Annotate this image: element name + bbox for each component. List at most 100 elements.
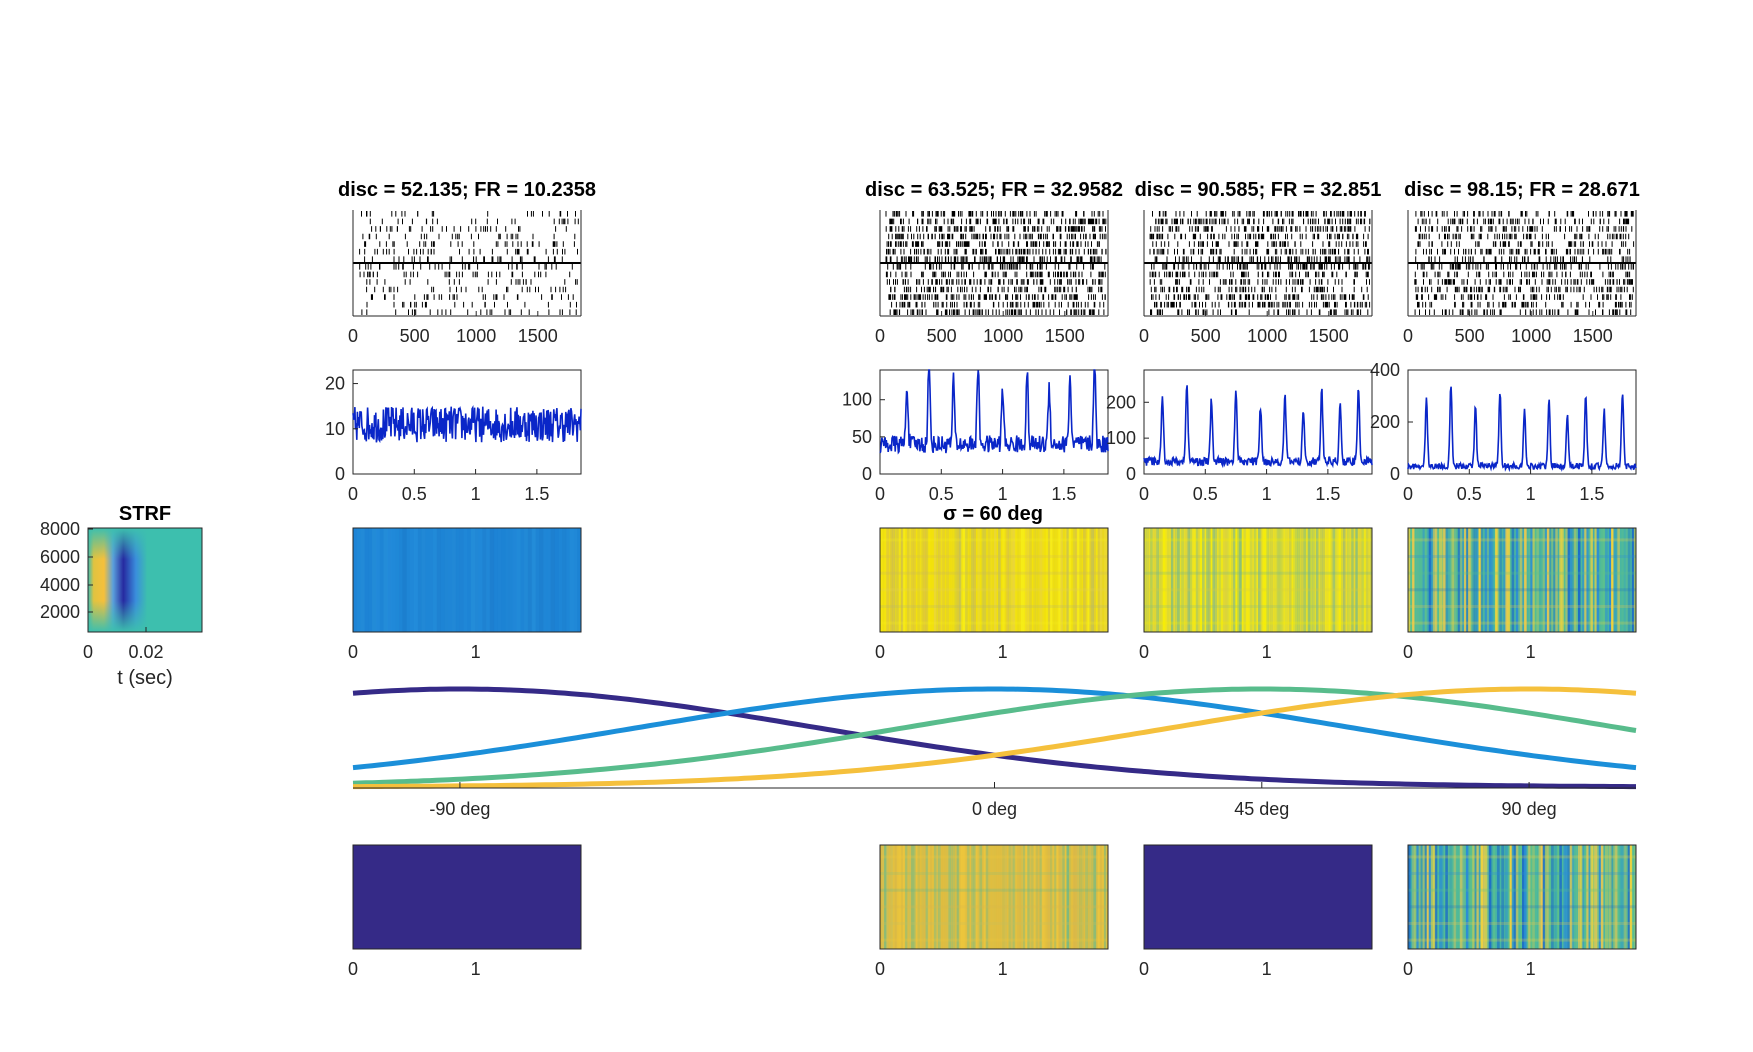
spectrogram-strip bbox=[1204, 528, 1207, 632]
spectrogram-strip bbox=[1365, 528, 1369, 632]
spectrogram-strip bbox=[1235, 528, 1238, 632]
spectrogram-strip bbox=[554, 528, 559, 632]
spectrogram-strip bbox=[1484, 528, 1488, 632]
spectrogram-strip bbox=[1305, 528, 1309, 632]
spectrogram-strip bbox=[1613, 528, 1616, 632]
output-spectrogram-strip bbox=[1041, 845, 1045, 949]
output-spectrogram-tick-label: 0 bbox=[348, 959, 358, 979]
spectrogram-strip bbox=[1284, 528, 1288, 632]
spectrogram-strip bbox=[1231, 528, 1234, 632]
output-spectrogram-strip bbox=[975, 845, 978, 949]
spectrogram-strip bbox=[440, 528, 445, 632]
spectrogram-strip bbox=[1470, 528, 1473, 632]
spectrogram-strip bbox=[493, 528, 498, 632]
spectrogram-strip bbox=[1414, 528, 1417, 632]
spectrogram-strip bbox=[1336, 528, 1340, 632]
spectrogram-strip bbox=[1299, 528, 1303, 632]
spectrogram-strip bbox=[474, 528, 479, 632]
output-spectrogram-strip bbox=[1526, 845, 1529, 949]
spectrogram-strip bbox=[1060, 528, 1063, 632]
spectrogram-strip bbox=[911, 528, 914, 632]
spectrogram-strip bbox=[948, 528, 951, 632]
psth-ytick-label: 400 bbox=[1370, 360, 1400, 380]
output-spectrogram-strip bbox=[1519, 845, 1523, 949]
output-spectrogram-strip bbox=[1016, 845, 1020, 949]
spectrogram-strip bbox=[1076, 528, 1080, 632]
spectrogram-strip bbox=[380, 528, 384, 632]
spectrogram-strip bbox=[1466, 528, 1469, 632]
spectrogram-strip bbox=[372, 528, 377, 632]
output-spectrogram-strip bbox=[1076, 845, 1080, 949]
spectrogram-strip bbox=[1050, 528, 1053, 632]
spectrogram-strip bbox=[1424, 528, 1428, 632]
output-spectrogram-band bbox=[1408, 872, 1636, 875]
spectrogram-strip bbox=[1328, 528, 1332, 632]
output-spectrogram-strip bbox=[1010, 845, 1014, 949]
spectrogram-strip bbox=[1216, 528, 1220, 632]
spectrogram-strip bbox=[524, 528, 529, 632]
spectrogram-strip bbox=[1359, 528, 1363, 632]
spectrogram-strip bbox=[981, 528, 985, 632]
spectrogram-strip bbox=[944, 528, 947, 632]
output-spectrogram-strip bbox=[977, 845, 980, 949]
output-spectrogram-strip bbox=[1513, 845, 1517, 949]
spectrogram-strip bbox=[482, 528, 487, 632]
psth-ytick-label: 20 bbox=[325, 374, 345, 394]
spectrogram-strip bbox=[1493, 528, 1496, 632]
output-spectrogram-band bbox=[1408, 938, 1636, 942]
spectrogram-strip bbox=[1168, 528, 1172, 632]
spectrogram-strip bbox=[562, 528, 567, 632]
psth-ytick-label: 10 bbox=[325, 419, 345, 439]
spectrogram-band bbox=[880, 605, 1108, 608]
column-title: disc = 52.135; FR = 10.2358 bbox=[338, 179, 596, 201]
output-spectrogram-strip bbox=[1085, 845, 1088, 949]
output-spectrogram-strip bbox=[1012, 845, 1016, 949]
spectrogram-strip bbox=[1289, 528, 1292, 632]
raster-plot: 0 500 1000 1500 bbox=[1403, 210, 1637, 346]
output-spectrogram-strip bbox=[1470, 845, 1473, 949]
strf-x-tick-label: 0 bbox=[83, 642, 93, 662]
output-spectrogram-strip bbox=[1611, 845, 1614, 949]
spectrogram-strip bbox=[994, 528, 997, 632]
spectrogram-strip bbox=[1349, 528, 1352, 632]
output-spectrogram-strip bbox=[954, 845, 958, 949]
spectrogram-strip bbox=[1434, 528, 1438, 632]
spectrogram-strip bbox=[1580, 528, 1583, 632]
spectrogram-strip bbox=[1578, 528, 1581, 632]
output-spectrogram-strip bbox=[1480, 845, 1484, 949]
output-spectrogram-strip bbox=[1430, 845, 1434, 949]
spectrogram-strip bbox=[1609, 528, 1612, 632]
spectrogram-strip bbox=[1210, 528, 1213, 632]
spectrogram-strip bbox=[1006, 528, 1009, 632]
spectrogram-strip bbox=[985, 528, 989, 632]
output-spectrogram-strip bbox=[892, 845, 895, 949]
spectrogram-strip bbox=[1087, 528, 1090, 632]
output-spectrogram-strip bbox=[1466, 845, 1469, 949]
spectrogram-strip bbox=[448, 528, 453, 632]
spectrogram-strip bbox=[1260, 528, 1263, 632]
spectrogram-strip bbox=[1035, 528, 1039, 632]
spectrogram-strip bbox=[1280, 528, 1284, 632]
output-spectrogram-strip bbox=[1468, 845, 1471, 949]
output-spectrogram-strip bbox=[1420, 845, 1423, 949]
spectrogram-strip bbox=[919, 528, 922, 632]
spectrogram-strip bbox=[1226, 528, 1230, 632]
spectrogram-strip bbox=[1437, 528, 1440, 632]
output-spectrogram-tick-label: 1 bbox=[1262, 959, 1272, 979]
spectrogram-tick-label: 0 bbox=[1139, 642, 1149, 662]
spectrogram-band bbox=[1144, 621, 1372, 625]
spectrogram-strip bbox=[463, 528, 468, 632]
output-spectrogram-strip bbox=[1453, 845, 1457, 949]
output-spectrogram-strip bbox=[1580, 845, 1583, 949]
spectrogram-strip bbox=[387, 528, 392, 632]
output-spectrogram-strip bbox=[1079, 845, 1082, 949]
spectrogram-tick-label: 1 bbox=[998, 642, 1008, 662]
output-spectrogram-strip bbox=[921, 845, 925, 949]
output-spectrogram-strip bbox=[880, 845, 883, 949]
output-spectrogram-strip bbox=[1495, 845, 1498, 949]
spectrogram-strip bbox=[1054, 528, 1057, 632]
psth-xtick-label: 0 bbox=[1139, 484, 1149, 504]
spectrogram-strip bbox=[1185, 528, 1189, 632]
output-spectrogram-strip bbox=[1025, 845, 1028, 949]
